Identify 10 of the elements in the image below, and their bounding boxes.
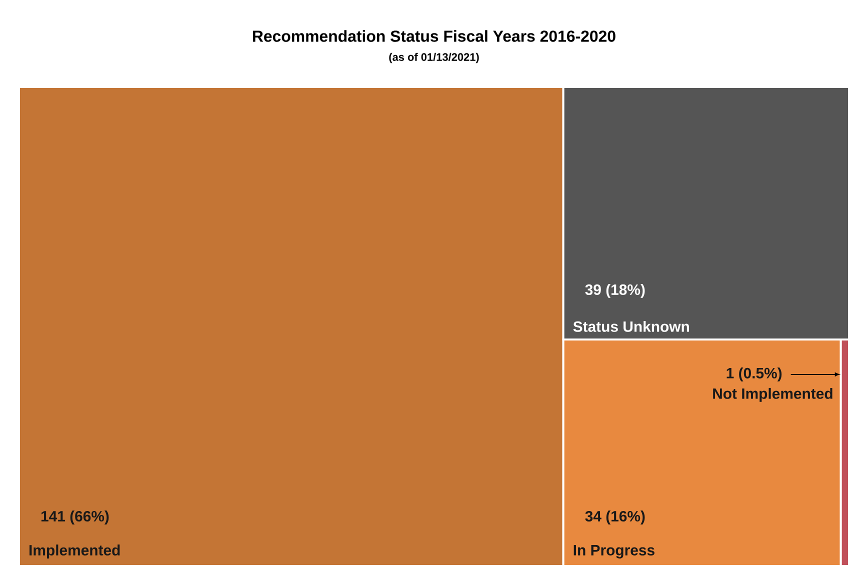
text: Recommendation Status Fiscal Years 2016-2020 xyxy=(252,30,616,42)
data-label: 34 (16%) xyxy=(585,510,645,524)
category-label: Status Unknown xyxy=(573,320,689,332)
category-label: Implemented xyxy=(30,544,120,558)
data-label: 1 (0.5%) xyxy=(726,367,782,382)
data-label: 141 (66%) xyxy=(41,510,109,524)
text: (as of 01/13/2021) xyxy=(389,52,479,64)
category-label: In Progress xyxy=(574,545,654,558)
data-label: 39 (18%) xyxy=(585,284,645,298)
category-label: Not Implemented xyxy=(713,388,832,402)
